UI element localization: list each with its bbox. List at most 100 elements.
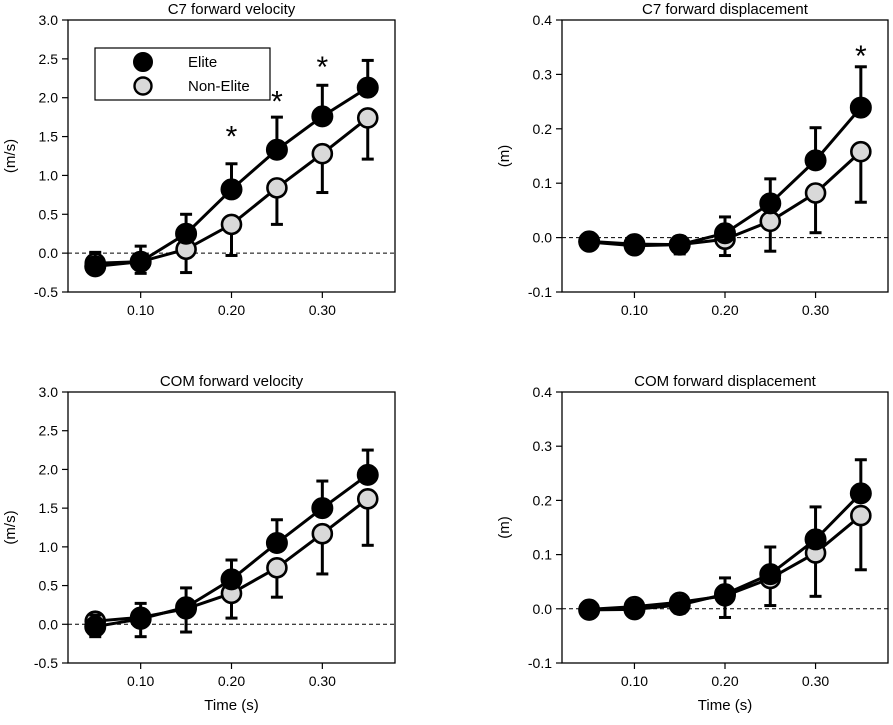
y-tick-label: 1.5 bbox=[39, 500, 59, 516]
y-axis-label: (m/s) bbox=[2, 510, 19, 544]
data-point-elite bbox=[759, 563, 782, 586]
x-tick-label: 0.20 bbox=[218, 673, 245, 689]
x-axis-label: Time (s) bbox=[204, 697, 258, 714]
data-point-non-elite bbox=[759, 210, 782, 233]
x-tick-label: 0.10 bbox=[127, 673, 154, 689]
data-point-non-elite bbox=[220, 213, 243, 236]
y-tick-label: 0.5 bbox=[39, 206, 59, 222]
y-tick-label: 3.0 bbox=[39, 12, 59, 28]
y-tick-label: -0.5 bbox=[34, 655, 58, 671]
y-tick-label: 0.2 bbox=[533, 492, 553, 508]
data-point-elite bbox=[175, 596, 198, 619]
data-point-elite bbox=[714, 222, 736, 245]
data-point-non-elite bbox=[804, 182, 827, 204]
data-point-elite bbox=[356, 463, 379, 486]
y-tick-label: 0.0 bbox=[533, 601, 553, 617]
y-axis-label: (m/s) bbox=[2, 139, 19, 173]
y-tick-label: 2.0 bbox=[39, 90, 59, 106]
y-tick-label: 2.5 bbox=[39, 51, 59, 67]
y-tick-label: 3.0 bbox=[39, 384, 59, 400]
y-tick-label: 0.1 bbox=[533, 175, 553, 191]
data-point-elite bbox=[265, 138, 288, 161]
data-point-elite bbox=[668, 233, 691, 256]
data-point-elite bbox=[220, 568, 243, 591]
significance-asterisk: * bbox=[226, 120, 238, 153]
data-point-non-elite bbox=[266, 177, 288, 199]
data-point-elite bbox=[578, 230, 601, 253]
y-tick-label: 0.4 bbox=[533, 384, 553, 400]
y-tick-label: 1.0 bbox=[39, 167, 59, 183]
significance-asterisk: * bbox=[271, 85, 283, 118]
data-point-non-elite bbox=[356, 488, 379, 510]
data-point-elite bbox=[175, 222, 198, 245]
y-tick-label: 0.1 bbox=[533, 547, 553, 563]
y-tick-label: 0.3 bbox=[533, 66, 553, 82]
data-point-elite bbox=[129, 607, 152, 630]
y-tick-label: 1.5 bbox=[39, 129, 59, 145]
legend-marker-non-elite bbox=[133, 76, 153, 96]
data-point-non-elite bbox=[311, 142, 334, 165]
x-tick-label: 0.20 bbox=[711, 302, 738, 318]
data-point-elite bbox=[578, 598, 601, 621]
y-tick-label: 0.0 bbox=[39, 245, 59, 261]
chart-title: COM forward velocity bbox=[160, 373, 304, 390]
y-tick-label: -0.1 bbox=[528, 284, 552, 300]
data-point-elite bbox=[804, 149, 827, 172]
data-point-elite bbox=[84, 615, 107, 638]
y-axis-label: (m) bbox=[496, 516, 513, 539]
data-point-non-elite bbox=[266, 556, 288, 579]
legend-marker-elite bbox=[133, 52, 153, 72]
chart-title: C7 forward velocity bbox=[168, 1, 296, 18]
data-point-elite bbox=[356, 76, 379, 99]
series-elite bbox=[578, 458, 872, 621]
data-point-elite bbox=[84, 255, 107, 278]
y-tick-label: 0.5 bbox=[39, 578, 59, 594]
data-point-elite bbox=[623, 233, 646, 256]
chart-panel-3: COM forward velocity -0.5 0.0 0.5 1.0 1.5 2.0 2… bbox=[2, 373, 396, 714]
data-point-elite bbox=[714, 583, 736, 606]
y-tick-label: 2.0 bbox=[39, 461, 59, 477]
data-point-elite bbox=[311, 105, 334, 128]
y-tick-label: 1.0 bbox=[39, 539, 59, 555]
data-point-elite bbox=[623, 598, 646, 621]
chart-panel-1: C7 forward velocity -0.5 0.0 0.5 1.0 1.5 2.0 2.… bbox=[2, 1, 396, 318]
x-tick-label: 0.30 bbox=[309, 673, 336, 689]
y-tick-label: 0.3 bbox=[533, 438, 553, 454]
data-point-elite bbox=[849, 482, 872, 505]
chart-panel-4: COM forward displacement -0.1 0.0 0.1 0.2 0.3… bbox=[496, 373, 889, 714]
y-tick-label: 2.5 bbox=[39, 423, 59, 439]
data-point-non-elite bbox=[356, 107, 379, 129]
data-point-elite bbox=[804, 528, 827, 551]
y-axis-label: (m) bbox=[496, 145, 513, 168]
legend-box bbox=[94, 47, 271, 101]
x-tick-label: 0.10 bbox=[127, 302, 154, 318]
chart-panel-2: C7 forward displacement-0.10.00.10.20.30… bbox=[496, 1, 889, 318]
legend: Elite Non-Elite bbox=[94, 47, 271, 101]
y-tick-label: -0.1 bbox=[528, 655, 552, 671]
x-tick-label: 0.20 bbox=[711, 673, 738, 689]
x-axis-label: Time (s) bbox=[698, 697, 752, 714]
x-tick-label: 0.10 bbox=[621, 673, 648, 689]
data-point-elite bbox=[668, 594, 691, 617]
data-point-elite bbox=[220, 178, 243, 201]
legend-label-non-elite: Non-Elite bbox=[188, 78, 250, 95]
data-point-non-elite bbox=[850, 140, 872, 163]
data-point-elite bbox=[265, 531, 288, 554]
x-tick-label: 0.30 bbox=[309, 302, 336, 318]
y-tick-label: 0.0 bbox=[533, 230, 553, 246]
y-tick-label: 0.4 bbox=[533, 12, 553, 28]
data-point-elite bbox=[849, 96, 872, 119]
series-elite bbox=[578, 65, 872, 256]
series-elite bbox=[84, 58, 379, 278]
legend-label-elite: Elite bbox=[188, 54, 217, 71]
data-point-non-elite bbox=[850, 504, 872, 527]
significance-asterisk: * bbox=[855, 40, 867, 73]
chart-title: C7 forward displacement bbox=[642, 1, 809, 18]
series-elite bbox=[84, 448, 379, 638]
x-tick-label: 0.20 bbox=[218, 302, 245, 318]
x-tick-label: 0.10 bbox=[621, 302, 648, 318]
y-tick-label: -0.5 bbox=[34, 284, 58, 300]
x-tick-label: 0.30 bbox=[802, 673, 829, 689]
